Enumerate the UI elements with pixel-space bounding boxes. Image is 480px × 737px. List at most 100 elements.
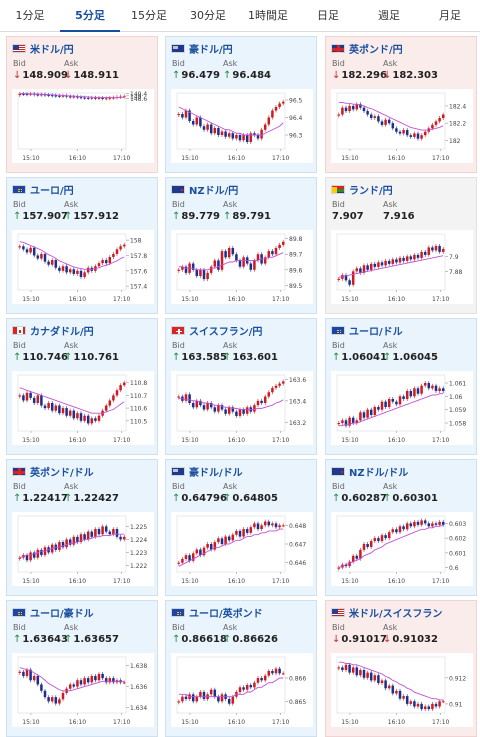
- tab-3[interactable]: 15分足: [131, 9, 167, 22]
- pair-card[interactable]: ユーロ/英ポンド Bid Ask ↑0.86618 ↑0.86626 0.866 0.865…: [165, 600, 317, 737]
- pair-name[interactable]: 米ドル/スイスフラン: [349, 608, 443, 620]
- pair-card[interactable]: 英ポンド/円 Bid Ask ↓182.296 ↓182.303 182.4 182.2 18…: [325, 36, 477, 173]
- pair-card[interactable]: 米ドル/円 Bid Ask ↓148.909 ↓148.911 149.4 149 148.6…: [6, 36, 158, 173]
- candle-body: [423, 251, 427, 255]
- pair-card[interactable]: スイスフラン/円 Bid Ask ↑163.585 ↑163.601 163.6 163.4…: [165, 318, 317, 455]
- pair-card[interactable]: カナダドル/円 Bid Ask ↑110.746 ↑110.761 110.8 110.7 1…: [6, 318, 158, 455]
- pair-card[interactable]: ユーロ/豪ドル Bid Ask ↑1.63643 ↑1.63657 1.638 1.636 1…: [6, 600, 158, 737]
- pair-title[interactable]: NZドル/円: [171, 182, 239, 197]
- candlestick-chart[interactable]: 0.866 0.865 15:10 16:10 17:10: [171, 653, 313, 727]
- candle-body: [253, 133, 256, 135]
- candle-body: [47, 94, 50, 96]
- candle-body: [431, 523, 434, 527]
- candlestick-chart[interactable]: 158 157.8 157.6 157.4 15:10 16:10 17:10: [12, 230, 154, 304]
- arrow-up-icon: ↑: [13, 352, 22, 363]
- bid-price: 1.06041: [341, 352, 387, 363]
- pair-title[interactable]: ランド/円: [331, 182, 393, 197]
- candlestick-chart[interactable]: 1.638 1.636 1.634 15:10 16:10 17:10: [12, 653, 154, 727]
- pair-card[interactable]: 豪ドル/円 Bid Ask ↑96.479 ↑96.484 96.5 96.4 96.3 15:…: [165, 36, 317, 173]
- pair-name[interactable]: 英ポンド/円: [349, 44, 403, 56]
- candle-body: [72, 96, 76, 98]
- pair-name[interactable]: NZドル/円: [189, 185, 239, 197]
- pair-name[interactable]: ユーロ/円: [30, 185, 74, 197]
- pair-name[interactable]: 豪ドル/円: [189, 44, 233, 56]
- bid-label: Bid: [172, 200, 185, 209]
- bid-value: ↑1.22417: [13, 493, 68, 504]
- candle-body: [227, 699, 231, 704]
- candle-body: [90, 418, 94, 424]
- pair-name[interactable]: 豪ドル/ドル: [189, 467, 243, 479]
- candle-body: [235, 254, 238, 261]
- moving-average-line: [178, 398, 284, 410]
- arrow-up-icon: ↑: [64, 634, 73, 645]
- candlestick-chart[interactable]: 0.912 0.91 15:10 16:10 17:10: [331, 653, 473, 727]
- pair-title[interactable]: 英ポンド/円: [331, 41, 403, 56]
- candlestick-chart[interactable]: 1.061 1.06 1.059 1.058 15:10 16:10 17:10: [331, 371, 473, 445]
- pair-card[interactable]: 豪ドル/ドル Bid Ask ↑0.64796 ↑0.64805 0.648 0.647 0.…: [165, 459, 317, 596]
- pair-title[interactable]: ユーロ/英ポンド: [171, 605, 263, 620]
- pair-card[interactable]: 米ドル/スイスフラン Bid Ask ↓0.91017 ↓0.91032 0.912 0.9…: [325, 600, 477, 737]
- tab-4[interactable]: 30分足: [190, 9, 226, 22]
- pair-card[interactable]: ユーロ/円 Bid Ask ↑157.907 ↑157.912 158 157.8 157.6…: [6, 177, 158, 314]
- flag-icon: [12, 325, 26, 335]
- pair-title[interactable]: 豪ドル/ドル: [171, 464, 243, 479]
- candle-body: [184, 696, 188, 699]
- pair-title[interactable]: 米ドル/円: [12, 41, 74, 56]
- candle-body: [235, 135, 238, 139]
- candle-body: [398, 396, 402, 405]
- candlestick-chart[interactable]: 0.603 0.602 0.601 0.6 15:10 16:10 17:10: [331, 512, 473, 586]
- pair-title[interactable]: 豪ドル/円: [171, 41, 233, 56]
- candle-body: [112, 529, 115, 535]
- pair-name[interactable]: ランド/円: [349, 185, 393, 197]
- ask-price: 182.303: [392, 70, 438, 81]
- tab-6[interactable]: 日足: [317, 9, 339, 22]
- tab-1[interactable]: 1分足: [15, 9, 45, 22]
- candlestick-chart[interactable]: 0.648 0.647 0.646 15:10 16:10 17:10: [171, 512, 313, 586]
- pair-name[interactable]: ユーロ/豪ドル: [30, 608, 94, 620]
- candlestick-chart[interactable]: 149.4 149 148.6 15:10 16:10 17:10: [12, 89, 154, 163]
- pair-card[interactable]: 英ポンド/ドル Bid Ask ↑1.22417 ↑1.22427 1.225 1.224 1…: [6, 459, 158, 596]
- candle-body: [54, 260, 58, 268]
- y-tick-label: 0.647: [289, 542, 306, 549]
- y-tick-label: 163.2: [289, 420, 306, 427]
- pair-card[interactable]: NZドル/円 Bid Ask ↑89.779 ↑89.791 89.8 89.7 89.6 89…: [165, 177, 317, 314]
- tab-7[interactable]: 週足: [378, 9, 400, 22]
- pair-card[interactable]: ランド/円 Bid Ask 7.907 7.916 7.9 7.88 15:10 16:10 17…: [325, 177, 477, 314]
- pair-name[interactable]: 米ドル/円: [30, 44, 74, 56]
- plot-frame: [336, 656, 446, 714]
- pair-title[interactable]: NZドル/ドル: [331, 464, 409, 479]
- candle-body: [104, 526, 108, 532]
- pair-title[interactable]: 英ポンド/ドル: [12, 464, 94, 479]
- candlestick-chart[interactable]: 110.8 110.7 110.6 110.5 15:10 16:10 17:10: [12, 371, 154, 445]
- arrow-up-icon: ↑: [223, 634, 232, 645]
- candlestick-chart[interactable]: 7.9 7.88 15:10 16:10 17:10: [331, 230, 473, 304]
- pair-name[interactable]: NZドル/ドル: [349, 467, 409, 479]
- candlestick-chart[interactable]: 163.6 163.4 163.2 15:10 16:10 17:10: [171, 371, 313, 445]
- pair-title[interactable]: ユーロ/円: [12, 182, 74, 197]
- pair-title[interactable]: スイスフラン/円: [171, 323, 263, 338]
- candlestick-chart[interactable]: 96.5 96.4 96.3 15:10 16:10 17:10: [171, 89, 313, 163]
- candlestick-chart[interactable]: 1.225 1.224 1.223 1.222 15:10 16:10 17:10: [12, 512, 154, 586]
- candlestick-chart[interactable]: 182.4 182.2 182 15:10 16:10 17:10: [331, 89, 473, 163]
- bid-price: 157.907: [22, 211, 68, 222]
- candle-body: [108, 531, 112, 535]
- pair-name[interactable]: 英ポンド/ドル: [30, 467, 94, 479]
- pair-name[interactable]: ユーロ/ドル: [349, 326, 403, 338]
- pair-card[interactable]: NZドル/ドル Bid Ask ↑0.60287 ↑0.60301 0.603 0.602 0…: [325, 459, 477, 596]
- pair-title[interactable]: 米ドル/スイスフラン: [331, 605, 443, 620]
- pair-title[interactable]: ユーロ/豪ドル: [12, 605, 94, 620]
- pair-title[interactable]: カナダドル/円: [12, 323, 94, 338]
- y-tick-label: 96.4: [289, 115, 303, 122]
- candlestick-chart[interactable]: 89.8 89.7 89.6 89.5 15:10 16:10 17:10: [171, 230, 313, 304]
- pair-name[interactable]: スイスフラン/円: [189, 326, 263, 338]
- pair-name[interactable]: ユーロ/英ポンド: [189, 608, 263, 620]
- moving-average-line: [19, 667, 125, 692]
- pair-name[interactable]: カナダドル/円: [30, 326, 94, 338]
- candle-body: [72, 269, 76, 274]
- tab-2[interactable]: 5分足: [60, 0, 120, 32]
- pair-card[interactable]: ユーロ/ドル Bid Ask ↑1.06041 ↑1.06045 1.061 1.06 1.0…: [325, 318, 477, 455]
- pair-title[interactable]: ユーロ/ドル: [331, 323, 403, 338]
- tab-8[interactable]: 月足: [439, 9, 461, 22]
- candle-body: [195, 549, 199, 554]
- tab-5[interactable]: 1時間足: [248, 9, 288, 22]
